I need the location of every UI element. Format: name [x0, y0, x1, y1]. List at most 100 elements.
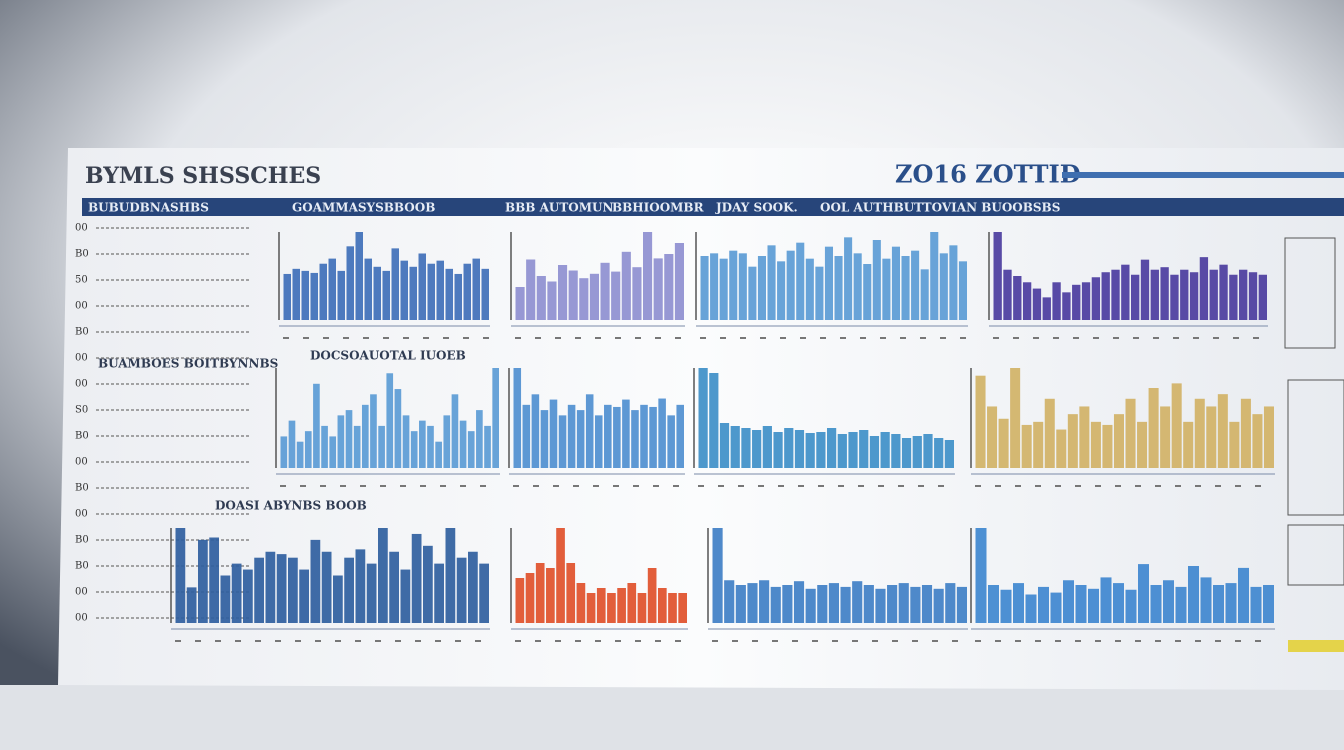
bar: [1225, 583, 1237, 623]
strip-label: JDAY SOOK.: [715, 201, 798, 215]
bar: [729, 250, 738, 320]
bar: [993, 232, 1002, 320]
bar: [667, 415, 675, 468]
bar: [719, 258, 728, 320]
bar: [1219, 264, 1228, 320]
strip-label: OOL AUTHBUTTOVIAN BUOOBSBS: [820, 201, 1060, 215]
bar: [621, 251, 631, 320]
bar: [456, 557, 467, 623]
bar: [777, 261, 786, 320]
header-strip: [82, 198, 1344, 216]
bar: [664, 254, 674, 320]
floor: [0, 685, 1344, 750]
bar: [934, 438, 944, 468]
bar: [292, 268, 300, 320]
bar: [353, 425, 361, 468]
bar: [752, 430, 762, 468]
bar: [525, 573, 535, 623]
bar: [1171, 383, 1182, 468]
bar: [678, 593, 687, 623]
bar: [796, 242, 805, 320]
bar: [921, 585, 933, 623]
bar: [391, 248, 399, 320]
bar: [378, 528, 388, 623]
bar: [329, 436, 337, 468]
bar: [834, 256, 843, 320]
bar: [912, 436, 922, 468]
bar: [576, 410, 585, 468]
bar: [186, 587, 197, 623]
bar: [944, 440, 954, 468]
bar: [748, 266, 757, 320]
bar: [1180, 269, 1189, 320]
bar: [467, 431, 475, 468]
bar: [1248, 272, 1258, 320]
bar: [622, 399, 630, 468]
left-number: 00: [75, 223, 88, 234]
bar: [355, 232, 363, 320]
bar: [887, 585, 898, 623]
bar: [1101, 272, 1110, 320]
bar: [1206, 406, 1217, 468]
bar: [1125, 398, 1136, 468]
bar: [793, 581, 805, 623]
bar: [817, 585, 828, 623]
bar: [1238, 567, 1249, 623]
bar: [1032, 288, 1042, 320]
bar: [589, 273, 599, 320]
bar: [1200, 577, 1212, 623]
bar: [1102, 424, 1113, 468]
bar: [875, 588, 886, 623]
bar: [816, 432, 826, 468]
bar: [288, 557, 298, 623]
bar: [1163, 580, 1174, 623]
bar: [1081, 282, 1091, 320]
bar: [443, 415, 451, 468]
bar: [265, 551, 276, 623]
bar: [882, 258, 891, 320]
bar: [373, 266, 381, 320]
bar: [643, 232, 653, 320]
bar: [805, 433, 815, 468]
bar: [1042, 297, 1051, 320]
bar: [418, 253, 426, 320]
bar: [355, 549, 366, 623]
bar: [1067, 414, 1078, 468]
bar: [567, 404, 576, 468]
left-number: 00: [75, 379, 88, 390]
bar: [757, 256, 766, 320]
bar: [301, 270, 309, 320]
left-number: 00: [75, 301, 88, 312]
bar: [445, 528, 456, 623]
bar: [220, 575, 231, 623]
bar: [824, 246, 833, 320]
bar: [773, 432, 783, 468]
left-number: B0: [75, 561, 89, 572]
bar: [1044, 398, 1055, 468]
bar: [956, 586, 967, 623]
bar: [546, 568, 555, 623]
bar: [1113, 414, 1124, 468]
left-number: 00: [75, 457, 88, 468]
bar: [784, 428, 794, 468]
bar: [930, 232, 939, 320]
section-label: DOCSOAUOTAL IUOEB: [310, 349, 466, 363]
bar: [445, 268, 453, 320]
bar: [901, 438, 912, 468]
bar: [738, 253, 747, 320]
bar: [283, 273, 291, 320]
bar: [579, 278, 589, 320]
section-label: BUAMBOES BOITBYNNBS: [98, 357, 278, 371]
bar: [370, 394, 377, 468]
bar: [891, 434, 901, 468]
bar: [627, 583, 637, 623]
bar: [344, 557, 354, 623]
bar: [409, 266, 417, 320]
bar: [668, 593, 677, 623]
bar: [558, 415, 567, 468]
bar: [828, 583, 839, 623]
bar: [566, 563, 576, 623]
bar: [522, 404, 531, 468]
bar: [454, 273, 462, 320]
